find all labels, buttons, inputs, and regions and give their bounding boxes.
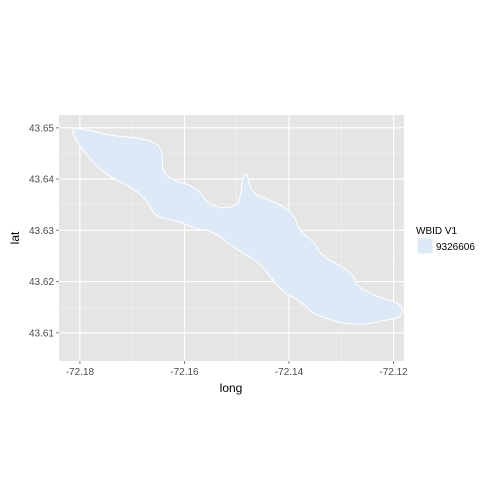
- y-axis-title: lat: [8, 231, 22, 244]
- y-axis: 43.61 43.62 43.63 43.64 43.65: [29, 123, 59, 339]
- legend-label: 9326606: [436, 242, 475, 253]
- x-tick-label: -72.12: [379, 367, 408, 378]
- y-tick-label: 43.62: [29, 277, 54, 288]
- x-tick-label: -72.18: [66, 367, 95, 378]
- legend-key-9326606: [416, 237, 434, 255]
- lake-polygon: [72, 127, 404, 325]
- y-tick-label: 43.64: [29, 175, 54, 186]
- x-tick-label: -72.14: [275, 367, 304, 378]
- y-tick-label: 43.65: [29, 123, 54, 134]
- x-tick-label: -72.16: [170, 367, 199, 378]
- legend: WBID V1 9326606: [416, 226, 475, 255]
- legend-title: WBID V1: [416, 226, 458, 237]
- y-tick-label: 43.61: [29, 328, 54, 339]
- x-axis-title: long: [220, 381, 243, 395]
- y-tick-label: 43.63: [29, 226, 54, 237]
- x-axis: -72.18 -72.16 -72.14 -72.12: [66, 361, 408, 378]
